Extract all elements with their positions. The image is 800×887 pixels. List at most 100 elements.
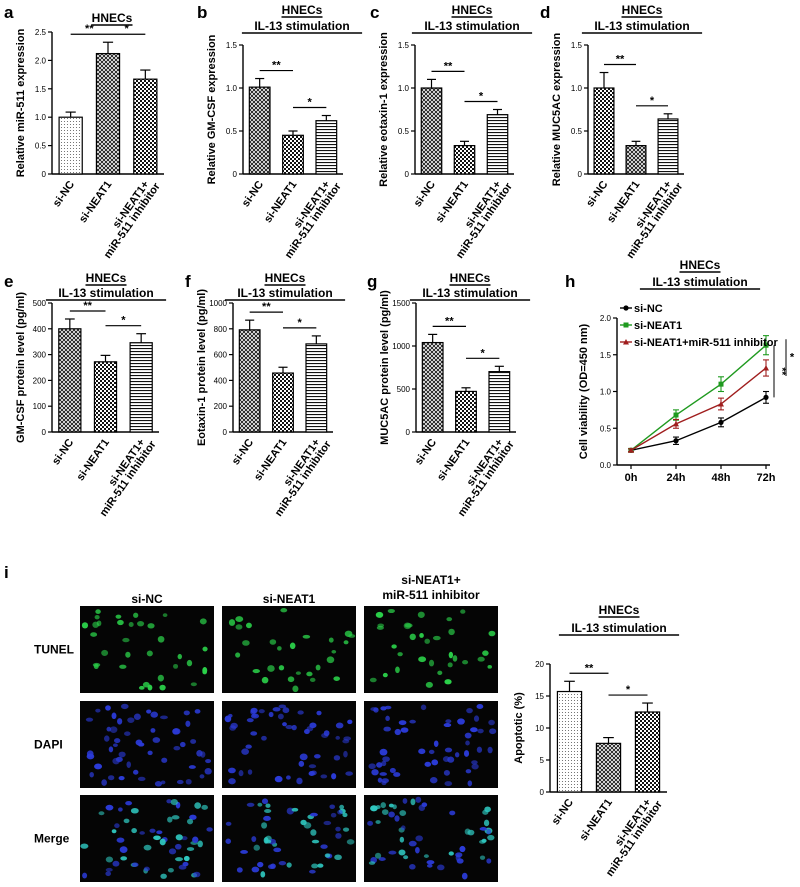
nucleus — [261, 798, 269, 805]
nucleus — [130, 807, 139, 814]
bar-si-neat1 — [93, 361, 118, 433]
nucleus — [473, 715, 480, 722]
nucleus — [202, 666, 208, 674]
nucleus — [270, 863, 276, 869]
nucleus — [334, 854, 342, 861]
nucleus — [245, 744, 252, 749]
nucleus — [337, 809, 343, 815]
panel-label: b — [197, 3, 207, 22]
nucleus — [176, 779, 184, 785]
y-tick-label: 1.0 — [398, 84, 410, 93]
chart-header-cells: HNECs — [282, 3, 323, 17]
y-axis-label: Relative GM-CSF expression — [206, 34, 218, 184]
nucleus — [465, 769, 472, 774]
nucleus — [443, 722, 452, 728]
nucleus — [260, 871, 266, 878]
bar-si-nc — [58, 116, 83, 175]
y-tick-label: 0 — [223, 428, 228, 437]
nucleus — [482, 650, 489, 656]
nucleus — [403, 855, 409, 860]
nucleus — [344, 630, 353, 637]
nucleus — [228, 619, 236, 626]
nucleus — [170, 799, 178, 806]
nucleus — [443, 769, 450, 776]
nucleus — [112, 860, 120, 867]
legend-label: si-NC — [634, 303, 663, 315]
category-label: si-NC — [412, 179, 438, 209]
panel-label: h — [565, 272, 575, 291]
significance-mark: ** — [776, 367, 787, 375]
bar-si-nc — [556, 690, 583, 793]
nucleus — [420, 704, 427, 711]
bar-si-neat1-mir-511-inhibitor — [486, 114, 509, 175]
bar-si-neat1-mir-511-inhibitor — [129, 342, 153, 433]
significance-mark: ** — [272, 60, 281, 72]
nucleus — [173, 663, 179, 669]
nucleus — [278, 704, 287, 709]
nucleus — [397, 652, 403, 657]
bar-si-nc — [421, 341, 444, 433]
nucleus — [323, 730, 330, 737]
data-point — [763, 394, 769, 400]
nucleus — [462, 660, 469, 665]
category-label: si-NC — [413, 437, 439, 467]
nucleus — [263, 815, 271, 821]
nucleus — [160, 780, 166, 785]
nucleus — [402, 798, 408, 804]
nucleus — [168, 848, 177, 855]
nucleus — [308, 770, 315, 776]
nucleus — [286, 862, 292, 868]
micrograph-column-label: miR-511 inhibitor — [382, 588, 480, 602]
nucleus — [454, 752, 460, 758]
bar-si-nc — [248, 86, 271, 175]
y-tick-label: 1.0 — [600, 388, 612, 397]
nucleus — [370, 707, 379, 712]
nucleus — [197, 840, 203, 848]
series-line — [630, 344, 767, 451]
nucleus — [120, 856, 128, 861]
bar-si-neat1 — [625, 145, 647, 175]
chart-header-cells: HNECs — [86, 271, 127, 285]
nucleus — [228, 767, 236, 774]
nucleus — [317, 863, 324, 868]
y-axis-label: Cell viability (OD=450 nm) — [578, 323, 590, 459]
nucleus — [268, 711, 274, 718]
nucleus — [160, 715, 168, 720]
nucleus — [380, 706, 387, 711]
nucleus — [90, 632, 98, 637]
nucleus — [324, 853, 331, 858]
y-tick-label: 0.5 — [398, 127, 410, 136]
bar-si-neat1-mir-511-inhibitor — [488, 371, 511, 433]
nucleus — [464, 732, 472, 739]
nucleus — [225, 821, 232, 826]
nucleus — [111, 829, 117, 834]
nucleus — [410, 798, 416, 806]
nucleus — [442, 756, 450, 762]
bar-si-nc — [58, 328, 82, 433]
nucleus — [150, 711, 159, 718]
nucleus — [122, 637, 130, 643]
nucleus — [147, 750, 153, 756]
nucleus — [89, 771, 94, 778]
category-label: si-NEAT1 — [578, 797, 615, 843]
nucleus — [457, 718, 465, 725]
data-point — [628, 447, 634, 453]
nucleus — [166, 799, 172, 804]
legend-marker — [623, 339, 629, 345]
nucleus — [93, 663, 99, 669]
nucleus — [282, 722, 287, 727]
nucleus — [131, 862, 139, 867]
y-tick-label: 1500 — [392, 299, 410, 308]
nucleus — [333, 755, 341, 761]
significance-mark: * — [650, 95, 655, 107]
nucleus — [476, 746, 483, 753]
y-tick-label: 0.0 — [600, 461, 612, 470]
chart-header-cells: HNECs — [680, 258, 721, 272]
nucleus — [309, 812, 318, 817]
nucleus — [428, 659, 435, 667]
nucleus — [118, 751, 126, 758]
nucleus — [268, 838, 276, 845]
bar-si-neat1 — [95, 52, 121, 175]
nucleus — [119, 846, 128, 853]
